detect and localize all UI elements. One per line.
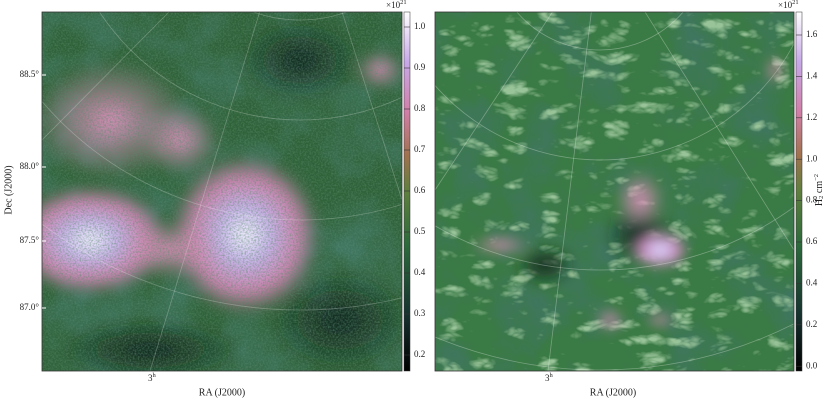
- colorbar-tick-label: 0.9: [414, 62, 426, 72]
- x-axis-label: RA (J2000): [590, 387, 636, 398]
- y-tick-label: 87.5°: [20, 235, 40, 245]
- colorbar-tick-label: 0.5: [414, 226, 426, 236]
- y-tick-label: 88.5°: [20, 69, 40, 79]
- y-axis-label: Dec (J2000): [3, 165, 14, 214]
- y-tick-label: 87.0°: [20, 302, 40, 312]
- x-tick-label: 3h: [545, 372, 554, 383]
- x-axis-label: RA (J2000): [199, 387, 245, 398]
- colorbar-tick-label: 0.7: [414, 144, 426, 154]
- right-colorbar: [795, 11, 803, 372]
- colorbar-tick-label: 1.4: [806, 70, 818, 80]
- left-map: [42, 12, 402, 371]
- colorbar-tick-label: 0.3: [414, 308, 426, 318]
- colorbar-tick-label: 1.6: [806, 29, 818, 39]
- colorbar-tick-label: 0.8: [414, 103, 426, 113]
- colorbar-tick-label: 0.8: [806, 195, 818, 205]
- colorbar-tick-label: 0.0: [806, 360, 818, 370]
- colorbar-tick-label: 1.2: [806, 112, 817, 122]
- right-map: [435, 12, 794, 371]
- y-tick-label: 88.0°: [20, 161, 40, 171]
- left-colorbar: [403, 11, 411, 372]
- colorbar-tick-label: 0.2: [414, 349, 425, 359]
- left-frame: [41, 11, 403, 372]
- colorbar-tick-label: 0.6: [414, 185, 426, 195]
- colorbar-tick-label: 0.4: [414, 267, 426, 277]
- colorbar-tick-label: 1.0: [806, 153, 818, 163]
- x-tick-label: 3h: [148, 372, 157, 383]
- left-multiplier: ×1021: [386, 0, 407, 10]
- right-frame: [434, 11, 795, 372]
- colorbar-tick-label: 0.4: [806, 277, 818, 287]
- colorbar-label: H2 cm−2: [813, 174, 825, 206]
- colorbar-tick-label: 1.0: [414, 21, 426, 31]
- right-multiplier: ×1021: [778, 0, 799, 10]
- colorbar-tick-label: 0.6: [806, 236, 818, 246]
- colorbar-tick-label: 0.2: [806, 319, 817, 329]
